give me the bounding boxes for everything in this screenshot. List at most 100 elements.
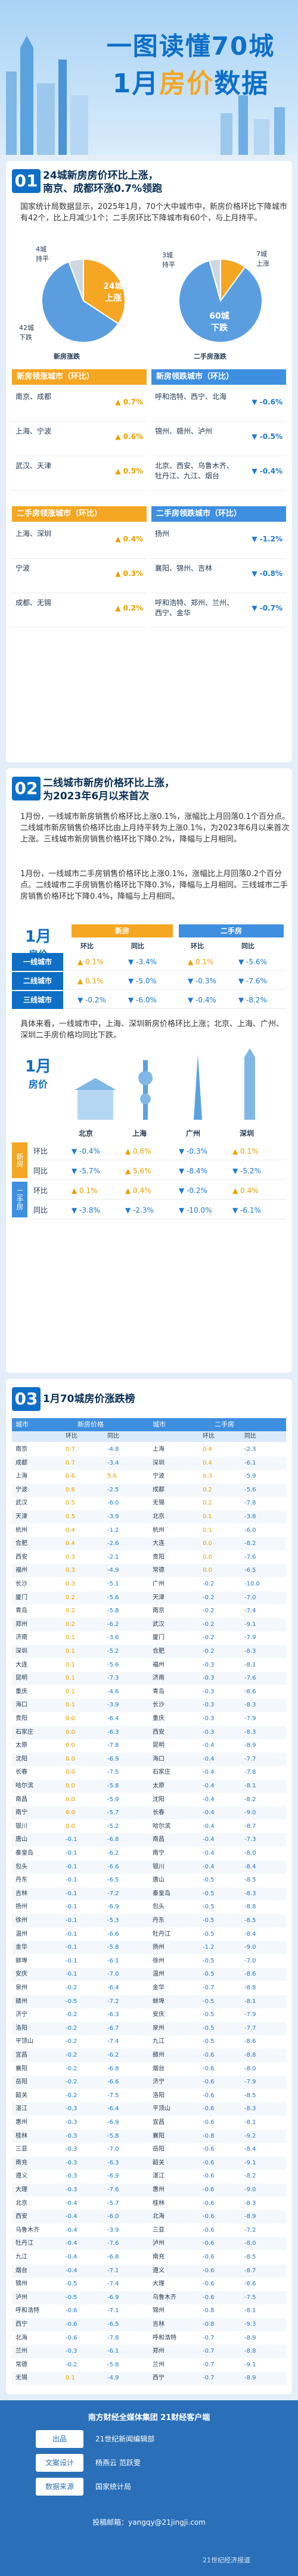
ranking-new-tb: -6.9	[107, 1904, 119, 1911]
city-old-label: 二手房	[12, 1182, 27, 1217]
ranking-old-tb: -7.6	[244, 1553, 256, 1560]
ranking-row: 沈阳 0.0 -6.9 海口 -0.4 -7.7	[12, 1752, 286, 1766]
ranking-city-2: 南充	[153, 2254, 164, 2260]
section-2-paragraph-1: 1月份，一线城市新房销售价格环比上涨0.1%，涨幅比上月回落0.1个百分点。二线…	[20, 812, 290, 844]
ranking-city: 襄阳	[15, 2065, 27, 2072]
ranking-old-tb: -8.4	[244, 1930, 256, 1938]
ranking-new-hb: -0.1	[66, 1877, 77, 1884]
ranking-city: 惠州	[15, 2119, 27, 2126]
city-row-label: 环比	[33, 1186, 48, 1195]
tier-name: 一线城市	[12, 953, 63, 971]
old-up-item-city: 宁波	[15, 564, 30, 572]
ranking-new-hb: -0.3	[66, 2186, 77, 2193]
ranking-city-2: 成都	[153, 1486, 164, 1493]
ranking-old-hb: 0.0	[203, 1540, 212, 1547]
pie-new-down-label: 42城 下跌	[19, 324, 34, 341]
ranking-city-2: 烟台	[153, 2065, 164, 2072]
new-up-item-city: 上海、宁波	[15, 427, 52, 435]
ranking-new-tb: -5.8	[107, 1783, 119, 1789]
ranking-new-hb: -0.1	[66, 1957, 77, 1964]
ranking-city: 武汉	[15, 1500, 27, 1507]
ranking-city-2: 贵阳	[153, 1553, 164, 1560]
ranking-old-tb: -8.0	[244, 2240, 256, 2247]
ranking-old-tb: -10.0	[244, 1581, 260, 1587]
ranking-old-tb: -8.6	[244, 1971, 256, 1978]
ranking-city: 北海	[15, 2334, 27, 2341]
ranking-city: 岳阳	[15, 2079, 27, 2086]
ranking-old-tb: -9.0	[244, 1809, 256, 1817]
ranking-city-2: 合肥	[153, 1648, 164, 1655]
ranking-row: 宁波 0.6 -2.5 成都 0.2 -5.6	[12, 1483, 286, 1497]
ranking-city: 西宁	[15, 2321, 27, 2328]
old-up-item-city: 成都、无锡	[15, 599, 52, 607]
section-1-intro: 国家统计局数据显示，2025年1月，70个大中城市中，新房价格环比下降城市有42…	[20, 203, 287, 223]
ranking-old-tb: -7.0	[244, 1594, 256, 1601]
tier-value: ▼ -5.0%	[128, 977, 157, 985]
ranking-row: 泸州 -0.5 -6.9 乌鲁木齐 -0.6 -7.5	[12, 2291, 286, 2304]
ranking-old-hb: -0.8	[203, 2321, 215, 2328]
tier-old-hb-head: 环比	[191, 942, 204, 950]
ranking-old-tb: -8.1	[244, 2307, 256, 2315]
ranking-city-2: 济南	[153, 1675, 164, 1682]
city-name: 上海	[132, 1129, 147, 1138]
new-up-item-value: ▲ 0.5%	[115, 467, 143, 475]
ranking-old-tb: -8.3	[244, 2200, 256, 2207]
ranking-new-tb: -3.6	[107, 1634, 119, 1641]
ranking-new-hb: -0.3	[66, 2159, 77, 2166]
city-value: ▼ -3.8%	[72, 1206, 100, 1214]
tier-name: 二线城市	[12, 972, 63, 990]
ranking-city-2: 洛阳	[153, 2092, 164, 2099]
ranking-old-tb: -8.6	[244, 1688, 256, 1695]
ranking-city: 大连	[15, 1661, 27, 1668]
ranking-city-2: 平顶山	[153, 2105, 170, 2113]
ranking-new-tb: -5.6	[107, 1661, 119, 1668]
ranking-row: 洛阳 -0.2 -6.7 泉州 -0.5 -7.7	[12, 2021, 286, 2035]
ranking-new-tb: -6.2	[107, 1850, 119, 1857]
ranking-old-hb: -0.2	[203, 1581, 215, 1587]
ranking-city: 郑州	[15, 1621, 27, 1628]
ranking-old-hb: -0.8	[203, 2307, 215, 2315]
ranking-old-tb: -7.7	[244, 2024, 256, 2032]
ranking-new-tb: -6.4	[107, 2105, 119, 2113]
ranking-row: 昆明 0.1 -7.3 济南 -0.3 -7.6	[12, 1672, 286, 1686]
ranking-row: 福州 0.3 -4.9 常德 0.0 -6.5	[12, 1564, 286, 1578]
new-down-item-value: ▼ -0.6%	[252, 398, 283, 406]
old-down-item-row: 扬州 ▼ -1.2%	[151, 524, 286, 559]
ranking-city-2: 泉州	[153, 2024, 164, 2032]
ranking-city: 上海	[15, 1473, 27, 1480]
ranking-old-hb: -0.7	[203, 2334, 215, 2341]
ranking-row: 深圳 0.1 -5.2 合肥 -0.2 -8.3	[12, 1645, 286, 1658]
ranking-old-hb: -0.2	[203, 1648, 215, 1655]
ranking-old-tb: -7.9	[244, 1634, 256, 1641]
ranking-old-hb: -0.5	[203, 1971, 215, 1978]
city-value: ▲ 0.1%	[72, 1186, 98, 1195]
ranking-new-hb: 0.3	[66, 1567, 75, 1574]
ranking-new-hb: -0.3	[66, 2348, 77, 2355]
ranking-new-tb: -5.7	[107, 2200, 119, 2207]
ranking-new-hb: 0.1	[66, 1688, 75, 1695]
ranking-city-2: 常德	[153, 1567, 164, 1574]
ranking-new-hb: -0.3	[66, 2105, 77, 2113]
ranking-row: 贵阳 0.0 -6.4 重庆 -0.3 -7.9	[12, 1712, 286, 1725]
city-name: 深圳	[240, 1129, 254, 1138]
ranking-city-2: 兰州	[153, 2361, 164, 2368]
ranking-city-2: 海口	[153, 1755, 164, 1762]
ranking-city: 长春	[15, 1769, 27, 1776]
ranking-city-2: 牡丹江	[153, 1930, 170, 1938]
ranking-new-tb: -6.4	[107, 1715, 119, 1722]
ranking-row: 西安 -0.4 -6.0 北海 -0.6 -8.9	[12, 2210, 286, 2224]
ranking-row: 岳阳 -0.2 -6.6 济宁 -0.6 -7.9	[12, 2076, 286, 2089]
ranking-new-hb: 0.0	[66, 1715, 75, 1722]
ranking-row: 遵义 -0.3 -6.9 湛江 -0.6 -8.2	[12, 2170, 286, 2183]
city-value: ▼ -5.2%	[232, 1167, 261, 1175]
ranking-new-hb: 0.0	[66, 1755, 75, 1762]
city-value: ▲ 5.6%	[125, 1167, 151, 1175]
pie-slice-2	[209, 258, 221, 301]
footer-credit-key: 文案设计	[36, 2454, 83, 2472]
ranking-old-tb: -8.4	[244, 1863, 256, 1870]
city-row: 同比 ▼ -5.7% ▲ 5.6% ▼ -8.4% ▼ -5.2%	[30, 1162, 286, 1180]
city-value: ▼ -8.4%	[179, 1167, 207, 1175]
ranking-old-tb: -7.9	[244, 1715, 256, 1722]
ranking-old-hb: -0.5	[203, 1917, 215, 1924]
